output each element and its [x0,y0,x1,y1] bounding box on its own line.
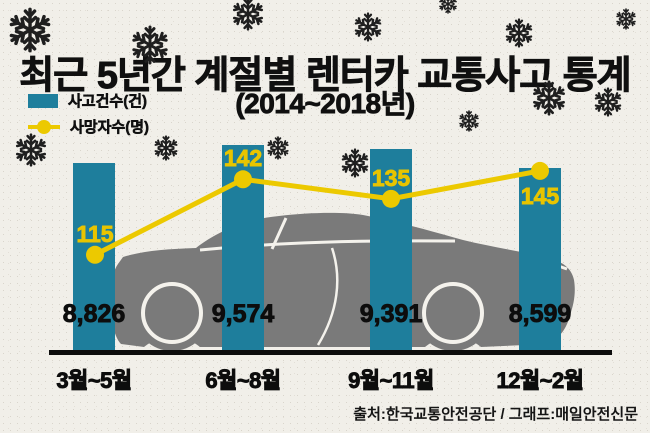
legend-accidents-label: 사고건수(건) [68,93,148,111]
accident-bar [519,168,561,352]
legend-item-deaths: 사망자수(명) [28,116,149,137]
rear-wheel-icon [134,275,210,351]
legend-deaths-label: 사망자수(명) [70,119,150,137]
deaths-value-label: 142 [223,145,263,172]
snowflake-icon [353,12,383,42]
snowflake-icon [438,0,458,14]
accident-bar [222,144,264,352]
snowflake-icon [615,8,637,30]
accident-bar-value: 9,574 [211,300,275,329]
accident-bar [370,149,412,352]
x-axis-category-label: 3월~5월 [56,368,133,394]
deaths-value-label: 135 [371,164,411,191]
deaths-data-point [234,170,252,189]
accident-bar-value: 9,391 [359,300,423,329]
x-axis-line [49,350,612,355]
x-axis-category-label: 6월~8월 [205,368,282,394]
bar-swatch-icon [28,93,58,108]
snowflake-icon [153,135,179,161]
line-swatch-icon [28,118,60,136]
front-wheel-icon [415,275,491,351]
chart-title: 최근 5년간 계절별 렌터카 교통사고 통계 [19,55,632,98]
deaths-data-point [86,245,104,264]
chart-subtitle: (2014~2018년) [235,88,416,120]
deaths-value-label: 145 [520,182,560,209]
accident-bar [73,162,115,352]
x-axis-category-label: 9월~11월 [348,368,435,394]
x-axis-category-label: 12월~2월 [496,368,584,394]
deaths-value-label: 115 [76,220,114,247]
snowflake-icon [266,136,290,160]
snowflake-icon [14,133,48,167]
snowflake-icon [504,18,534,48]
deaths-data-point [382,189,400,208]
source-credit: 출처:한국교통안전공단 / 그래프:매일안전신문 [353,406,638,423]
snowflake-icon [340,148,370,178]
accident-bar-value: 8,599 [508,300,572,329]
deaths-line [93,168,541,257]
deaths-data-point [531,161,549,180]
snowflake-icon [231,0,265,31]
chart-legend: 사고건수(건) 사망자수(명) [28,90,149,137]
accident-bar-value: 8,826 [62,300,126,329]
legend-item-accidents: 사고건수(건) [28,90,149,111]
